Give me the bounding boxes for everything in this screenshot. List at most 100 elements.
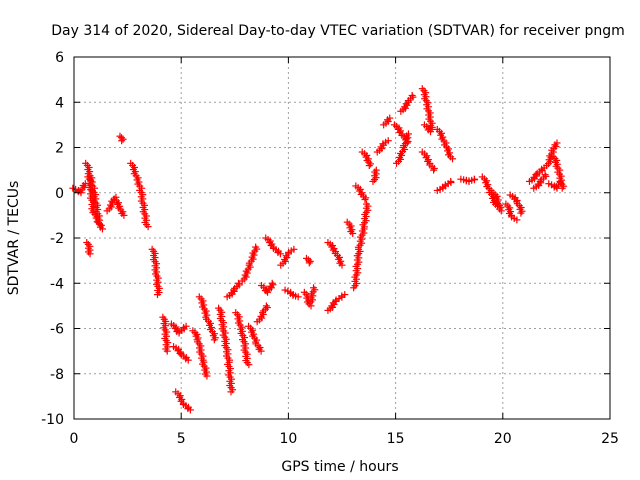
x-tick-label: 20 xyxy=(494,431,512,447)
data-point xyxy=(358,189,366,197)
y-tick-labels: -10 -8 -6 -4 -2 0 2 4 6 xyxy=(41,50,64,428)
data-point xyxy=(384,117,392,125)
data-point xyxy=(556,177,564,185)
x-tick-label: 5 xyxy=(177,431,186,447)
data-point xyxy=(425,124,433,132)
data-point xyxy=(184,356,192,364)
data-point xyxy=(163,347,171,355)
y-tick-label: 6 xyxy=(55,50,64,66)
data-point xyxy=(363,200,371,208)
data-point xyxy=(404,130,412,138)
data-point xyxy=(310,284,318,292)
data-point xyxy=(341,291,349,299)
data-point xyxy=(517,209,525,217)
data-point xyxy=(513,216,521,224)
data-points xyxy=(69,85,568,414)
data-point xyxy=(263,304,271,312)
x-tick-label: 0 xyxy=(70,431,79,447)
data-point xyxy=(267,284,275,292)
data-point xyxy=(396,127,404,135)
data-point xyxy=(144,223,152,231)
data-point xyxy=(234,279,242,287)
data-point xyxy=(328,242,336,250)
data-point xyxy=(268,240,276,248)
data-point xyxy=(294,293,302,301)
x-tick-label: 25 xyxy=(601,431,619,447)
data-point xyxy=(536,177,544,185)
data-point xyxy=(470,175,478,183)
y-tick-label: 0 xyxy=(55,186,64,202)
data-point xyxy=(172,323,180,331)
y-tick-label: -4 xyxy=(50,276,64,292)
data-point xyxy=(367,160,375,168)
data-point xyxy=(395,124,403,132)
data-point xyxy=(257,347,265,355)
x-tick-label: 10 xyxy=(279,431,297,447)
data-point xyxy=(227,388,235,396)
data-point xyxy=(120,211,128,219)
data-point xyxy=(182,322,190,330)
data-point xyxy=(378,145,386,153)
data-point xyxy=(372,166,380,174)
data-point xyxy=(349,229,357,237)
chart-title: Day 314 of 2020, Sidereal Day-to-day VTE… xyxy=(51,23,625,39)
data-point xyxy=(210,336,218,344)
data-point xyxy=(330,300,338,308)
x-tick-labels: 0 5 10 15 20 25 xyxy=(70,431,619,447)
data-point xyxy=(356,185,364,193)
data-point xyxy=(230,286,238,294)
data-point xyxy=(264,288,272,296)
x-axis-label: GPS time / hours xyxy=(281,459,398,475)
data-point xyxy=(553,184,561,192)
tick-marks xyxy=(73,56,611,420)
data-point xyxy=(362,194,370,202)
data-point xyxy=(245,361,253,369)
data-point xyxy=(497,207,505,215)
data-point xyxy=(338,261,346,269)
data-point xyxy=(328,303,336,311)
y-tick-label: -6 xyxy=(50,322,64,338)
data-point xyxy=(430,166,438,174)
data-point xyxy=(409,93,417,101)
data-point xyxy=(361,196,369,204)
data-point xyxy=(203,372,211,380)
data-point xyxy=(116,132,124,140)
data-point xyxy=(176,349,184,357)
data-point xyxy=(268,279,276,287)
data-point xyxy=(306,257,314,265)
data-point xyxy=(386,114,394,122)
y-tick-label: 4 xyxy=(55,95,64,111)
data-point xyxy=(553,139,561,147)
data-point xyxy=(541,171,549,179)
x-tick-label: 15 xyxy=(387,431,405,447)
data-point xyxy=(86,250,94,258)
data-point xyxy=(365,162,373,170)
data-point xyxy=(542,172,550,180)
data-point xyxy=(186,406,194,414)
data-point xyxy=(408,91,416,99)
data-point xyxy=(447,177,455,185)
data-point xyxy=(235,281,243,289)
y-tick-label: -10 xyxy=(41,412,64,428)
data-point xyxy=(290,245,298,253)
data-point xyxy=(427,128,435,136)
data-point xyxy=(430,164,438,172)
data-point xyxy=(266,237,274,245)
y-axis-label: SDTVAR / TECUs xyxy=(6,181,22,296)
data-point xyxy=(276,250,284,258)
data-point xyxy=(330,245,338,253)
data-point xyxy=(252,243,260,251)
data-point xyxy=(449,155,457,163)
data-point xyxy=(532,171,540,179)
data-point xyxy=(401,104,409,112)
data-point xyxy=(262,302,270,310)
y-tick-label: 2 xyxy=(55,141,64,157)
data-point xyxy=(269,281,277,289)
y-tick-label: -2 xyxy=(50,231,64,247)
data-point xyxy=(403,101,411,109)
data-point xyxy=(384,137,392,145)
data-point xyxy=(557,179,565,187)
data-point xyxy=(119,135,127,143)
data-point xyxy=(118,137,126,145)
